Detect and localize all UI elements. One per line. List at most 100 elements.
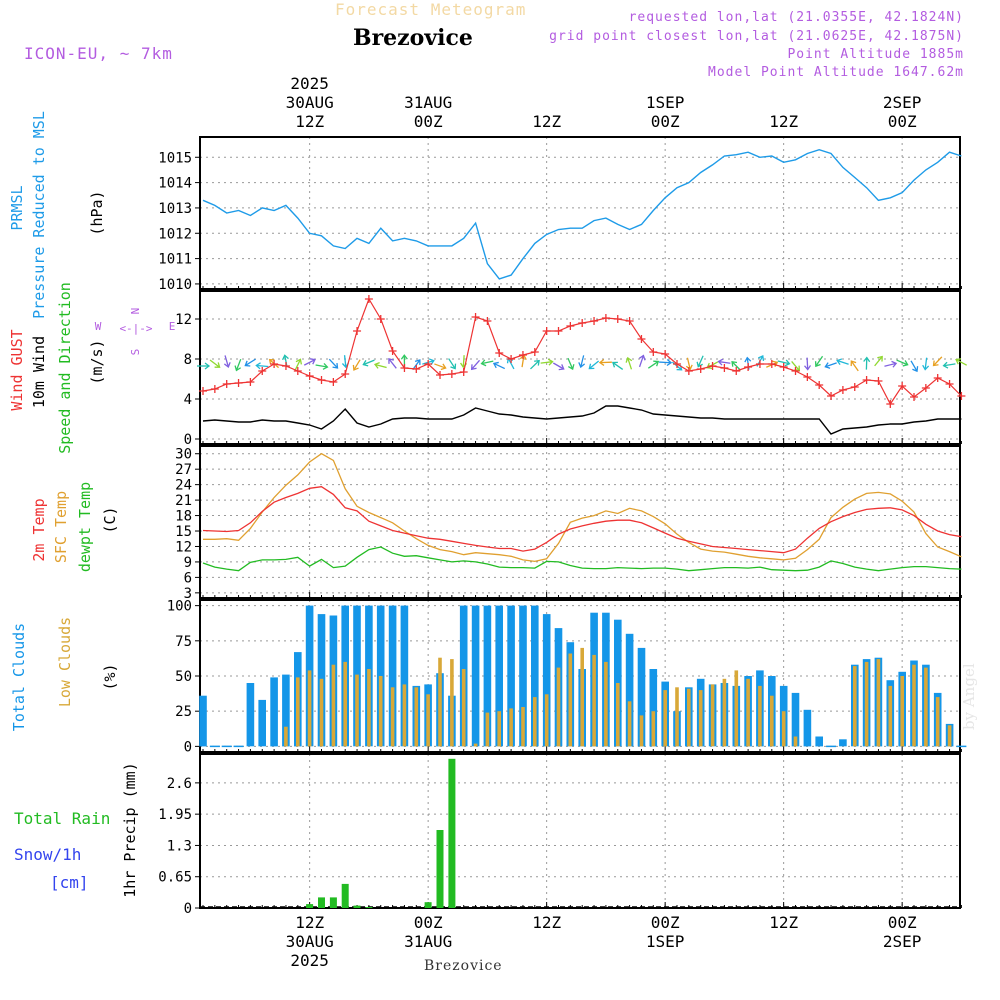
wind-arrow-shaft bbox=[328, 358, 338, 369]
wind-direction-arrow bbox=[223, 355, 231, 369]
wind-arrow-head bbox=[440, 363, 447, 371]
wind-direction-arrow bbox=[955, 358, 968, 366]
wind-arrow-shaft bbox=[933, 356, 943, 366]
low-cloud-bar bbox=[924, 667, 928, 747]
wind-arrow-shaft bbox=[493, 362, 506, 370]
y-tick-label: 18 bbox=[175, 509, 192, 525]
total-cloud-bar bbox=[507, 605, 515, 747]
cloud-label-total: Total Clouds bbox=[10, 623, 28, 731]
low-cloud-bar bbox=[355, 674, 359, 747]
bottom-time-label: 2025 bbox=[290, 951, 329, 970]
wind-gust-marker bbox=[732, 367, 741, 375]
total-cloud-bar bbox=[270, 677, 278, 747]
wind-gust-marker bbox=[625, 317, 634, 325]
wind-arrow-head bbox=[470, 364, 477, 371]
wind-arrow-head bbox=[268, 358, 275, 365]
wind-gust-marker bbox=[708, 362, 717, 370]
wind-arrow-shaft bbox=[462, 355, 465, 368]
panel-frame-3 bbox=[199, 445, 961, 599]
y-tick-label: 0 bbox=[184, 739, 192, 755]
low-cloud-bar bbox=[296, 677, 300, 747]
low-cloud-bar bbox=[876, 659, 881, 747]
wind-arrow-head bbox=[912, 366, 919, 373]
wind-arrow-head bbox=[492, 361, 499, 369]
y-tick-label: 1.95 bbox=[158, 807, 192, 823]
wind-arrow-shaft bbox=[659, 361, 672, 364]
wind-arrow-shaft bbox=[521, 355, 525, 368]
wind-gust-marker bbox=[898, 382, 907, 390]
wind-direction-arrow bbox=[352, 359, 361, 371]
top-time-label: 00Z bbox=[651, 112, 680, 131]
wind-speed-line bbox=[202, 405, 962, 435]
wind-direction-arrow bbox=[480, 359, 494, 367]
wind-arrow-head bbox=[295, 358, 303, 365]
total-cloud-bar bbox=[199, 695, 207, 747]
wind-gust-marker bbox=[507, 355, 516, 363]
low-cloud-bar bbox=[947, 725, 952, 747]
wind-direction-arrow bbox=[578, 355, 586, 369]
y-tick-label: 6 bbox=[184, 570, 192, 586]
y-tick-label: 15 bbox=[175, 524, 192, 540]
wind-gust-marker bbox=[649, 348, 658, 356]
pressure-line bbox=[202, 148, 962, 280]
rain-bar bbox=[365, 907, 373, 908]
wind-gust-marker bbox=[246, 378, 255, 386]
y-tick-label: 0 bbox=[184, 901, 192, 917]
wind-direction-arrow bbox=[303, 358, 316, 366]
wind-units: (m/s) bbox=[88, 339, 106, 384]
compass-horizontal: <-|-> bbox=[119, 322, 152, 335]
wind-arrow-head bbox=[804, 365, 812, 371]
precip-label-rain: Total Rain bbox=[14, 809, 110, 828]
wind-direction-arrow bbox=[625, 356, 633, 370]
wind-arrow-shaft bbox=[374, 363, 387, 369]
cloud-units: (%) bbox=[101, 663, 119, 690]
bottom-time-label: 12Z bbox=[769, 913, 798, 932]
wind-arrow-head bbox=[362, 360, 369, 367]
wind-gust-marker bbox=[744, 363, 753, 371]
wind-direction-arrow bbox=[294, 358, 303, 371]
low-cloud-bar bbox=[616, 683, 620, 747]
low-cloud-bar bbox=[509, 708, 513, 747]
wind-direction-arrow bbox=[315, 362, 329, 370]
wind-gust-marker bbox=[850, 383, 859, 391]
wind-arrow-shaft bbox=[924, 357, 928, 370]
wind-gust-marker bbox=[376, 315, 385, 323]
wind-direction-arrow bbox=[281, 354, 289, 368]
wind-arrow-head bbox=[638, 354, 646, 361]
low-cloud-bar bbox=[426, 694, 430, 747]
wind-arrow-head bbox=[480, 359, 487, 367]
wind-gust-marker bbox=[424, 360, 433, 368]
y-tick-label: 100 bbox=[167, 599, 192, 615]
wind-arrow-head bbox=[223, 362, 231, 369]
wind-gust-marker bbox=[921, 384, 930, 392]
y-tick-label: 1015 bbox=[158, 150, 192, 166]
low-cloud-bar bbox=[568, 653, 573, 747]
model-altitude: Model Point Altitude 1647.62m bbox=[708, 65, 964, 80]
wind-direction-arrow bbox=[255, 362, 269, 370]
y-tick-label: 1011 bbox=[158, 252, 192, 268]
wind-gust-marker bbox=[696, 365, 705, 373]
wind-arrow-shaft bbox=[471, 359, 481, 370]
precip-units: 1hr Precip (mm) bbox=[121, 762, 139, 897]
wind-gust-marker bbox=[495, 349, 504, 357]
wind-arrow-shaft bbox=[303, 359, 316, 366]
wind-arrow-head bbox=[204, 362, 211, 370]
rain-bar bbox=[329, 897, 337, 908]
model-label: ICON-EU, ~ 7km bbox=[24, 44, 173, 63]
wind-gust-marker bbox=[199, 387, 207, 395]
pressure-label-desc: Pressure Reduced to MSL bbox=[30, 111, 48, 319]
wind-arrow-head bbox=[611, 361, 618, 368]
meteogram-title: Forecast Meteogram bbox=[335, 0, 527, 19]
wind-arrow-shaft bbox=[256, 364, 269, 368]
wind-gust-marker bbox=[305, 372, 314, 380]
wind-direction-arrow bbox=[731, 360, 742, 371]
wind-arrow-head bbox=[373, 361, 380, 369]
wind-arrow-head bbox=[214, 362, 221, 368]
top-time-label: 12Z bbox=[532, 112, 561, 131]
total-cloud-bar bbox=[471, 605, 480, 747]
low-cloud-bar bbox=[663, 690, 667, 747]
wind-direction-arrow bbox=[863, 356, 871, 370]
top-time-label: 12Z bbox=[769, 112, 798, 131]
y-tick-label: 27 bbox=[175, 462, 192, 478]
wind-arrow-shaft bbox=[627, 357, 633, 370]
